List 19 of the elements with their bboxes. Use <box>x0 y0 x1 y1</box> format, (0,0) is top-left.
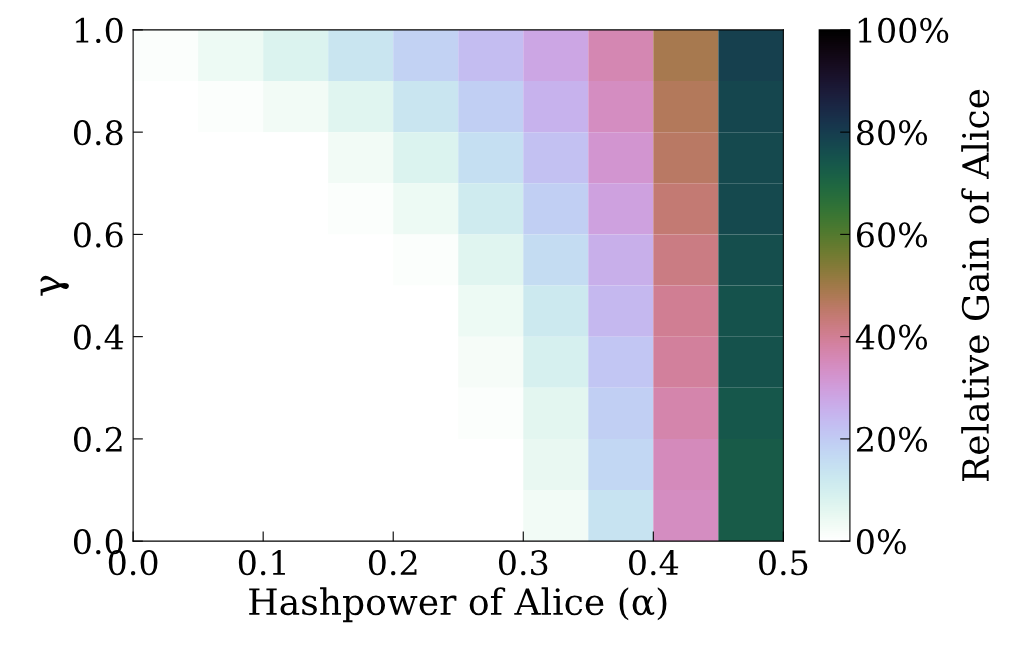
y-tick-label: 0.8 <box>73 120 123 146</box>
y-axis-title: γ <box>40 275 69 296</box>
y-tick-label: 0.6 <box>73 222 123 248</box>
x-tick-label: 0.4 <box>629 550 679 576</box>
color-bar-label: 100% <box>858 17 949 44</box>
x-tick-label: 0.3 <box>498 550 548 576</box>
x-tick-label: 0.2 <box>368 550 417 576</box>
y-tick-label: 0.4 <box>73 324 124 350</box>
color-bar-title: Relative Gain of Alice <box>961 89 990 482</box>
y-tick-label: 0.2 <box>73 426 122 453</box>
color-bar-label: 80% <box>857 120 928 146</box>
color-bar-label: 0% <box>856 529 906 555</box>
x-tick-label: 0.1 <box>238 550 285 576</box>
x-tick-label: 0.5 <box>759 550 808 576</box>
color-bar-label: 20% <box>857 426 928 453</box>
x-axis-title: Hashpower of Alice (α) <box>249 587 667 623</box>
y-tick-label: 1.0 <box>75 17 123 44</box>
color-bar-label: 60% <box>857 222 928 248</box>
color-bar-label: 40% <box>855 324 928 350</box>
